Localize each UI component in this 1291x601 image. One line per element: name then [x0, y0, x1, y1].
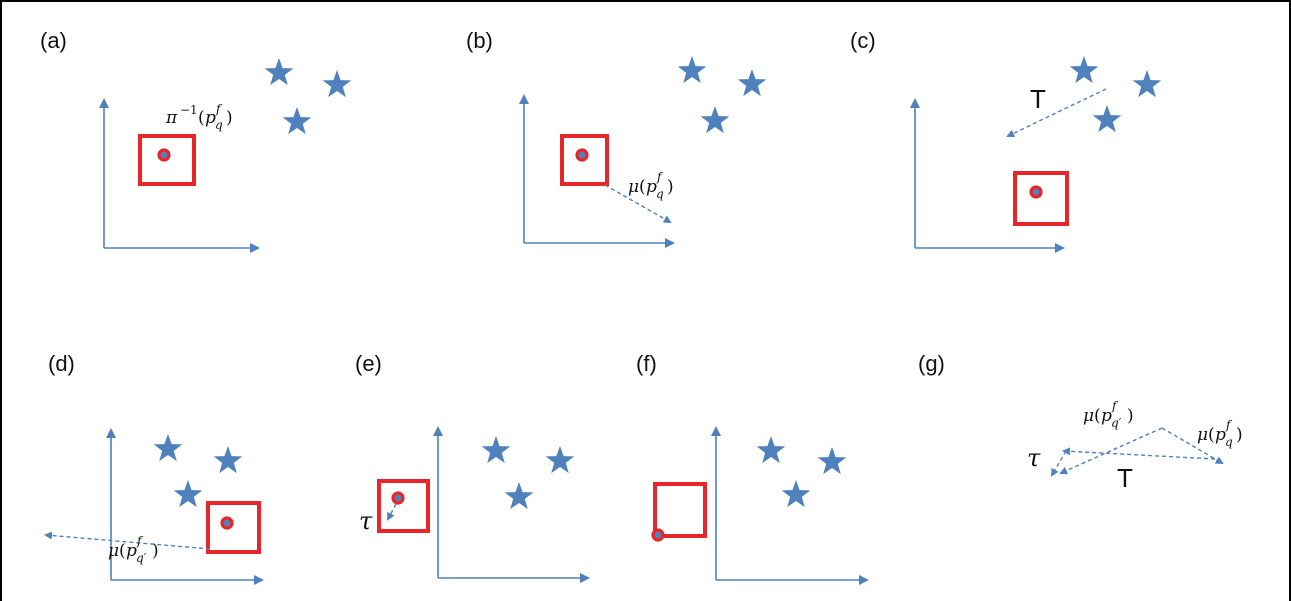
- patch-box-c: [1013, 171, 1069, 226]
- tau-arrow-g: [1050, 450, 1067, 477]
- panel-label-a: (a): [40, 28, 67, 53]
- star-icon: [677, 56, 707, 84]
- star-icon: [545, 446, 575, 474]
- patch-box-e: [377, 479, 430, 533]
- motion-arrow-b: [604, 184, 672, 223]
- dot-icon: [391, 491, 405, 505]
- star-icon: [737, 69, 767, 97]
- dot-icon: [651, 528, 665, 542]
- svg-text:q: q: [1225, 435, 1233, 449]
- dot-icon: [220, 516, 234, 530]
- panel-f: (f): [636, 351, 869, 585]
- panel-label-f: (f): [636, 351, 657, 376]
- tau-arrow-e: [387, 503, 397, 521]
- panel-b: (b) μ ( p f q ): [466, 28, 767, 248]
- svg-text:q: q: [656, 187, 664, 201]
- svg-text:−1: −1: [180, 103, 198, 117]
- annotation-mu-q-prime-g: μ ( p f q′ ): [1083, 399, 1134, 430]
- t-label-g: T: [1117, 463, 1133, 493]
- star-icon: [756, 436, 786, 464]
- dot-icon: [157, 148, 171, 162]
- panel-e: (e) τ: [355, 351, 590, 583]
- svg-text:q′: q′: [136, 551, 147, 565]
- star-icon: [700, 106, 730, 134]
- star-icon: [264, 58, 294, 86]
- star-icon: [817, 447, 847, 475]
- patch-box-a: [138, 134, 196, 186]
- panel-c: (c) T: [850, 28, 1162, 253]
- panel-d: (d) μ ( p f q′ ): [44, 351, 264, 585]
- transform-arrow-c: [1006, 88, 1107, 138]
- star-icon: [153, 434, 183, 462]
- annotation-mu-q-b: μ ( p f q ): [628, 170, 674, 201]
- star-icon: [481, 436, 511, 464]
- svg-text:p: p: [205, 108, 216, 128]
- star-icon: [173, 480, 203, 508]
- panel-label-e: (e): [355, 351, 382, 376]
- patch-box-d: [206, 501, 261, 554]
- panel-g: (g) τ T μ ( p f q′ ) μ ( p f q ): [918, 351, 1243, 493]
- star-icon: [781, 480, 811, 508]
- svg-text:μ: μ: [1197, 425, 1208, 445]
- annotation-mu-q-prime-d: μ ( p f q′ ): [108, 534, 159, 565]
- svg-text:π: π: [165, 108, 178, 128]
- star-icon: [1092, 105, 1122, 133]
- star-icon: [1069, 56, 1099, 84]
- svg-text:f: f: [1225, 418, 1233, 432]
- transform-label-c: T: [1030, 84, 1046, 114]
- panel-a: (a) π −1 ( p f q ): [40, 28, 352, 253]
- svg-text:f: f: [136, 534, 144, 548]
- tau-label-e: τ: [359, 507, 373, 535]
- t-arrow-g: [1062, 447, 1216, 460]
- svg-text:p: p: [1101, 406, 1112, 426]
- panel-label-c: (c): [850, 28, 876, 53]
- panel-label-b: (b): [466, 28, 493, 53]
- svg-text:(: (: [1094, 406, 1101, 426]
- svg-text:q: q: [215, 118, 223, 132]
- svg-text:): ): [667, 177, 674, 197]
- svg-text:p: p: [646, 177, 657, 197]
- annotation-inverse-projection: π −1 ( p f q ): [165, 102, 233, 132]
- dot-icon: [1029, 185, 1043, 199]
- svg-text:(: (: [198, 108, 205, 128]
- patch-box-b: [560, 134, 609, 186]
- svg-text:μ: μ: [628, 177, 639, 197]
- svg-text:(: (: [119, 541, 126, 561]
- star-icon: [282, 107, 312, 135]
- svg-text:q′: q′: [1111, 416, 1122, 430]
- svg-text:μ: μ: [108, 541, 119, 561]
- panel-label-g: (g): [918, 351, 945, 376]
- svg-text:): ): [226, 108, 233, 128]
- svg-text:): ): [1236, 425, 1243, 445]
- mu-q-prime-arrow-g: [1059, 427, 1163, 475]
- svg-text:(: (: [1208, 425, 1215, 445]
- svg-text:p: p: [126, 541, 137, 561]
- svg-text:f: f: [656, 170, 664, 184]
- star-icon: [213, 446, 243, 474]
- svg-text:): ): [1127, 406, 1134, 426]
- annotation-mu-q-g: μ ( p f q ): [1197, 418, 1243, 449]
- svg-text:p: p: [1215, 425, 1226, 445]
- svg-text:(: (: [639, 177, 646, 197]
- svg-text:μ: μ: [1083, 406, 1094, 426]
- panel-label-d: (d): [48, 351, 75, 376]
- star-icon: [1132, 70, 1162, 98]
- svg-text:f: f: [215, 102, 223, 116]
- svg-text:f: f: [1111, 399, 1119, 413]
- patch-box-f: [653, 482, 707, 538]
- mu-q-arrow-g: [1161, 427, 1224, 465]
- dot-icon: [575, 148, 589, 162]
- tau-label-g: τ: [1027, 444, 1041, 472]
- star-icon: [504, 482, 534, 510]
- svg-text:): ): [152, 541, 159, 561]
- star-icon: [322, 70, 352, 98]
